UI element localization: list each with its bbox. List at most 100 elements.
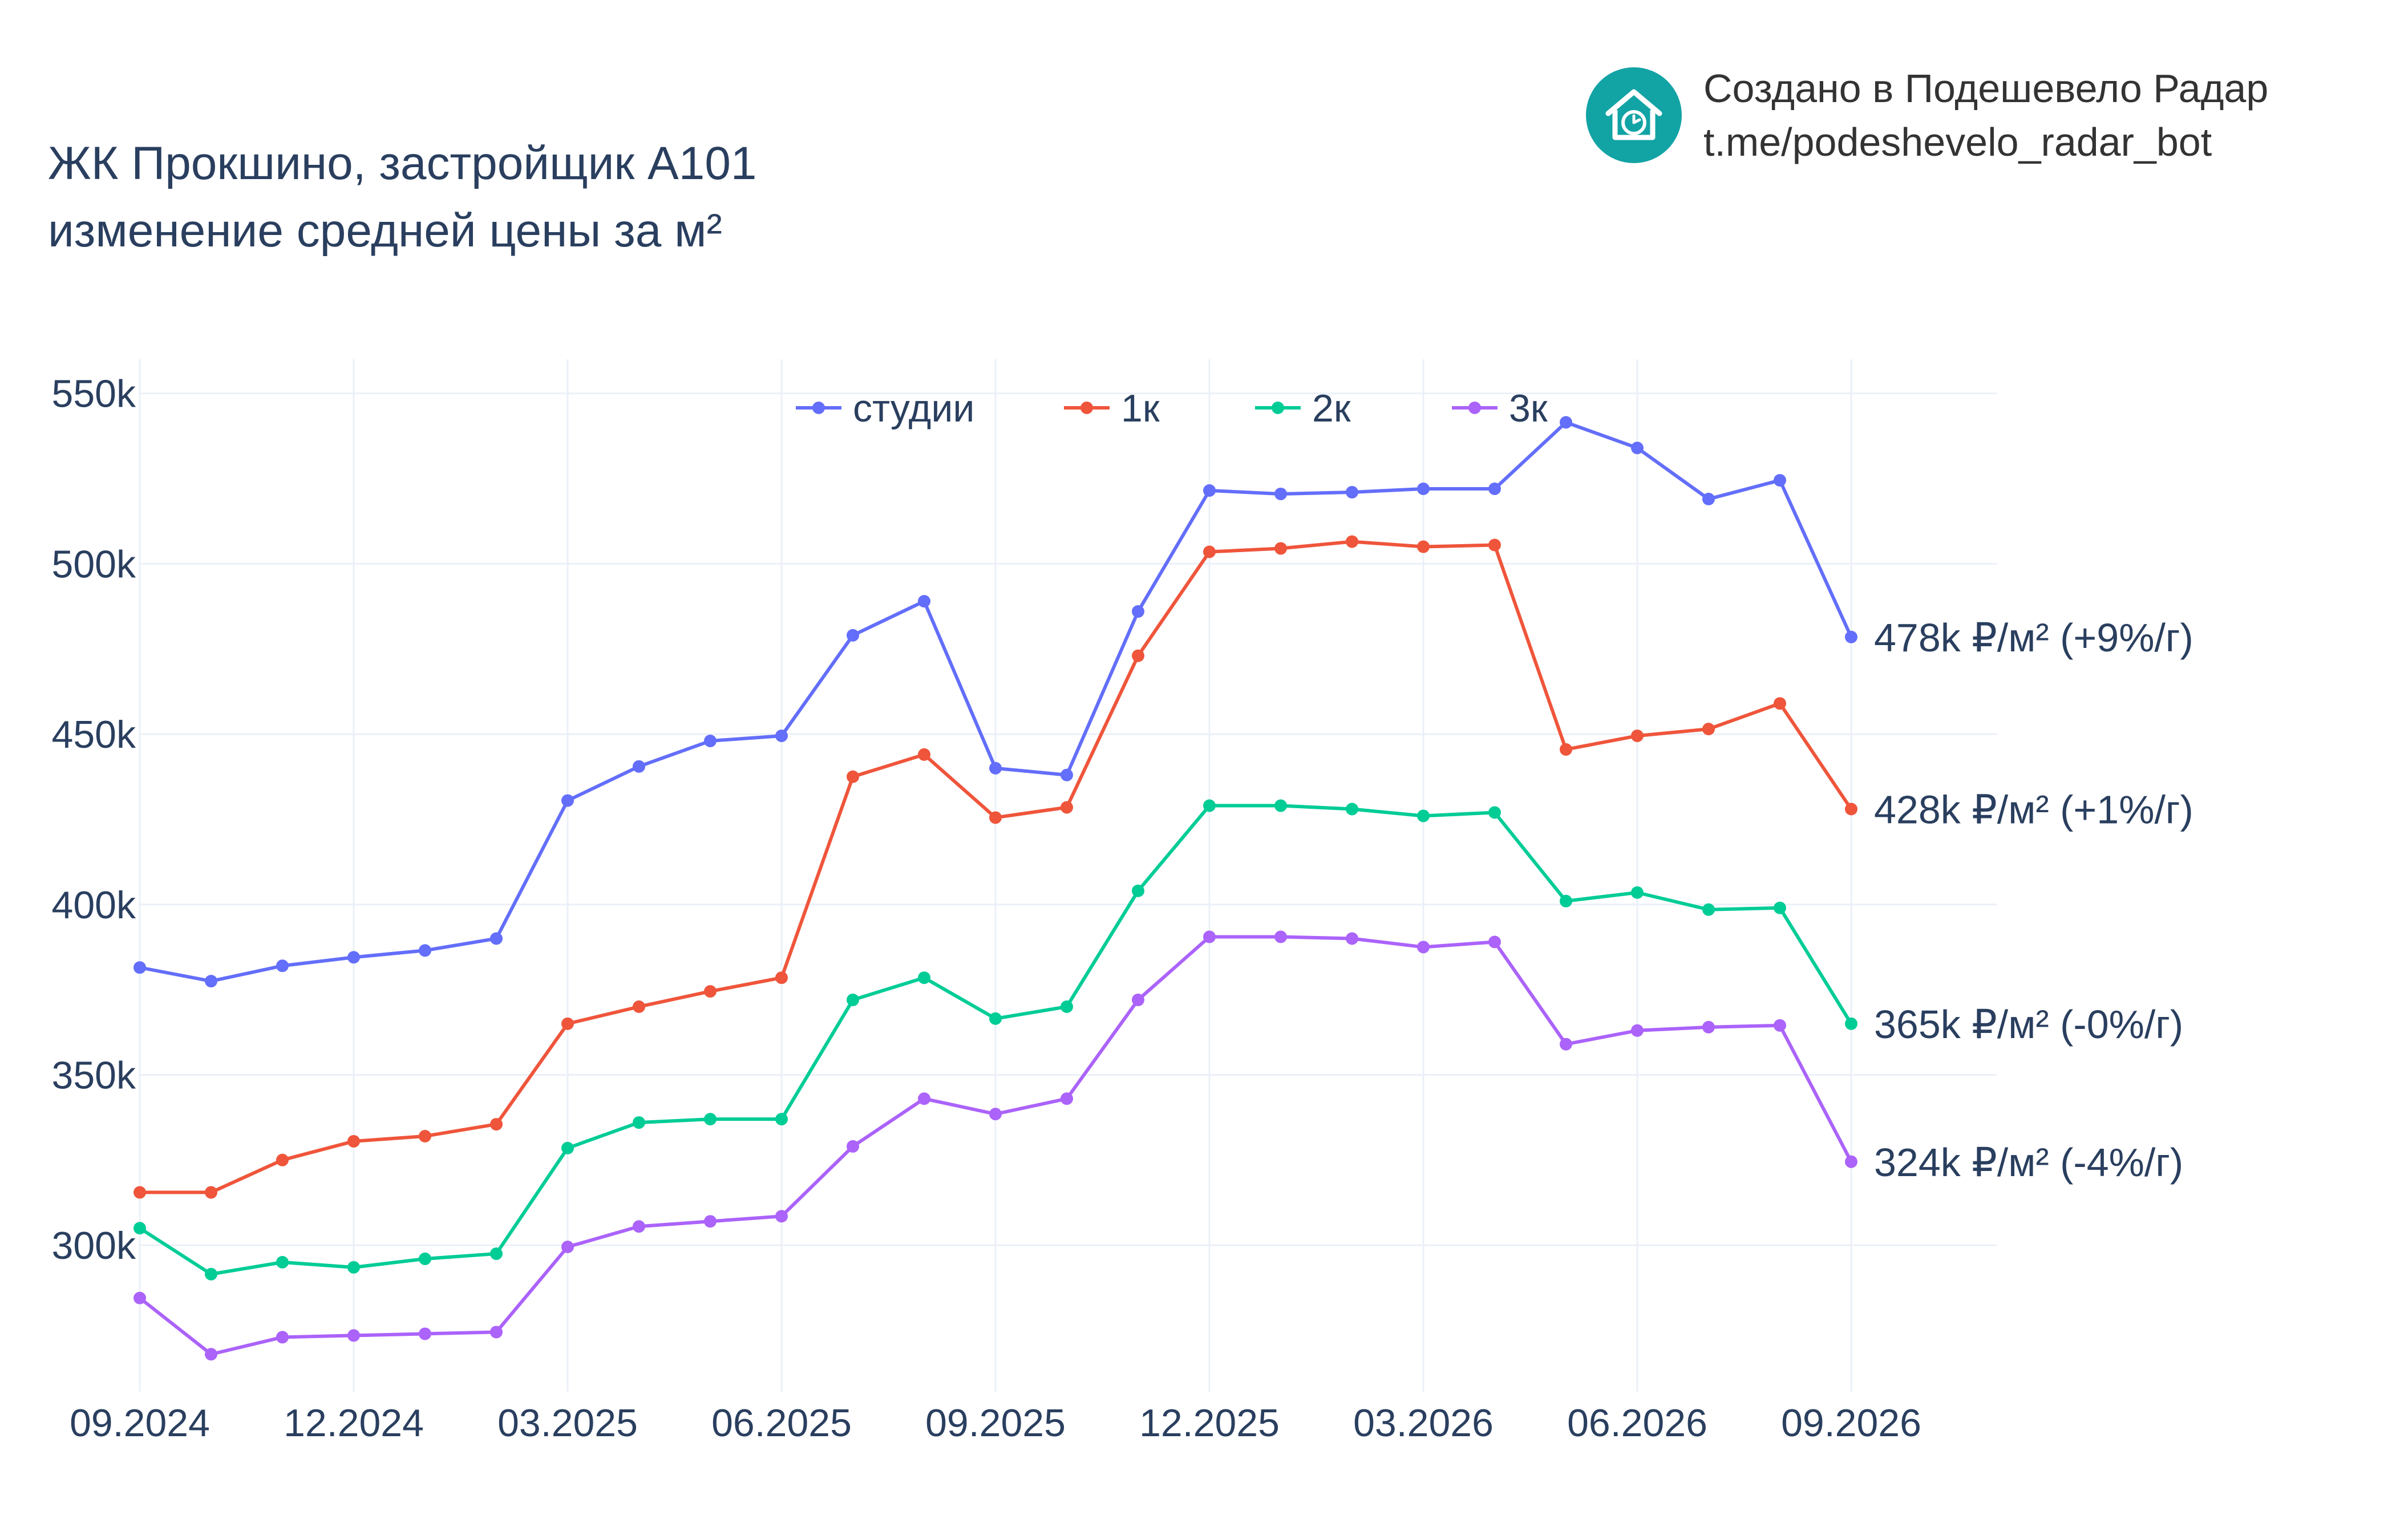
- data-point[interactable]: [918, 1092, 930, 1105]
- legend-item-label[interactable]: студии: [853, 387, 974, 430]
- data-point[interactable]: [1631, 1024, 1644, 1037]
- legend-item-label[interactable]: 1к: [1121, 387, 1160, 430]
- data-point[interactable]: [1702, 1020, 1715, 1034]
- data-point[interactable]: [419, 1129, 431, 1142]
- data-point[interactable]: [1774, 901, 1786, 914]
- data-point[interactable]: [1702, 492, 1715, 505]
- data-point[interactable]: [918, 971, 930, 984]
- data-point[interactable]: [1417, 809, 1430, 822]
- data-point[interactable]: [989, 811, 1002, 824]
- data-point[interactable]: [1560, 894, 1572, 907]
- data-point[interactable]: [1774, 1019, 1786, 1032]
- data-point[interactable]: [347, 951, 360, 964]
- data-point[interactable]: [1346, 932, 1358, 945]
- data-point[interactable]: [1132, 605, 1144, 618]
- data-point[interactable]: [205, 975, 217, 988]
- data-point[interactable]: [1132, 884, 1144, 897]
- data-point[interactable]: [561, 1141, 574, 1154]
- data-point[interactable]: [1203, 484, 1216, 497]
- data-point[interactable]: [989, 1012, 1002, 1025]
- data-point[interactable]: [1203, 545, 1216, 558]
- data-point[interactable]: [1417, 482, 1430, 495]
- branding-link[interactable]: t.me/podeshevelo_radar_bot: [1703, 120, 2212, 164]
- data-point[interactable]: [1417, 941, 1430, 954]
- data-point[interactable]: [490, 932, 503, 945]
- data-point[interactable]: [1274, 487, 1287, 500]
- data-point[interactable]: [1845, 1017, 1857, 1030]
- data-point[interactable]: [1845, 630, 1857, 643]
- data-point[interactable]: [704, 735, 717, 748]
- data-point[interactable]: [347, 1329, 360, 1342]
- data-point[interactable]: [1560, 743, 1572, 756]
- data-point[interactable]: [1274, 930, 1287, 943]
- data-point[interactable]: [633, 1000, 645, 1013]
- data-point[interactable]: [1560, 1038, 1572, 1051]
- data-point[interactable]: [1488, 935, 1501, 949]
- data-point[interactable]: [1061, 1000, 1073, 1013]
- data-point[interactable]: [1631, 730, 1644, 743]
- data-point[interactable]: [918, 595, 930, 608]
- data-point[interactable]: [1702, 903, 1715, 916]
- data-point[interactable]: [561, 1241, 574, 1254]
- data-point[interactable]: [633, 1116, 645, 1129]
- data-point[interactable]: [1203, 930, 1216, 943]
- data-point[interactable]: [1061, 1092, 1073, 1105]
- data-point[interactable]: [205, 1348, 217, 1361]
- data-point[interactable]: [633, 760, 645, 773]
- data-point[interactable]: [1702, 723, 1715, 736]
- data-point[interactable]: [1346, 535, 1358, 548]
- data-point[interactable]: [276, 1331, 289, 1344]
- data-point[interactable]: [1631, 441, 1644, 455]
- data-point[interactable]: [276, 1153, 289, 1166]
- data-point[interactable]: [1346, 803, 1358, 816]
- data-point[interactable]: [419, 944, 431, 957]
- data-point[interactable]: [775, 730, 788, 743]
- data-point[interactable]: [1774, 697, 1786, 710]
- data-point[interactable]: [133, 1222, 146, 1235]
- data-point[interactable]: [847, 994, 859, 1007]
- data-point[interactable]: [561, 1017, 574, 1030]
- data-point[interactable]: [1132, 994, 1144, 1007]
- data-point[interactable]: [133, 1186, 146, 1199]
- data-point[interactable]: [989, 761, 1002, 775]
- data-point[interactable]: [1631, 886, 1644, 899]
- data-point[interactable]: [276, 1256, 289, 1269]
- data-point[interactable]: [419, 1253, 431, 1266]
- data-point[interactable]: [704, 1215, 717, 1228]
- data-point[interactable]: [1417, 540, 1430, 553]
- data-point[interactable]: [847, 770, 859, 783]
- data-point[interactable]: [1346, 485, 1358, 499]
- data-point[interactable]: [775, 971, 788, 984]
- data-point[interactable]: [1274, 799, 1287, 812]
- data-point[interactable]: [419, 1327, 431, 1340]
- data-point[interactable]: [1061, 801, 1073, 814]
- data-point[interactable]: [847, 629, 859, 642]
- data-point[interactable]: [1488, 806, 1501, 819]
- data-point[interactable]: [561, 794, 574, 807]
- data-point[interactable]: [1560, 416, 1572, 429]
- data-point[interactable]: [1132, 649, 1144, 662]
- data-point[interactable]: [490, 1118, 503, 1131]
- data-point[interactable]: [704, 1113, 717, 1126]
- legend-item-label[interactable]: 3к: [1509, 387, 1548, 430]
- data-point[interactable]: [1061, 768, 1073, 781]
- data-point[interactable]: [205, 1267, 217, 1280]
- legend-item-label[interactable]: 2к: [1312, 387, 1351, 430]
- data-point[interactable]: [633, 1220, 645, 1233]
- data-point[interactable]: [1774, 474, 1786, 487]
- data-point[interactable]: [1488, 538, 1501, 552]
- data-point[interactable]: [1274, 542, 1287, 555]
- data-point[interactable]: [775, 1210, 788, 1223]
- data-point[interactable]: [1845, 1155, 1857, 1168]
- data-point[interactable]: [1845, 803, 1857, 816]
- data-point[interactable]: [847, 1140, 859, 1153]
- data-point[interactable]: [490, 1247, 503, 1261]
- data-point[interactable]: [918, 748, 930, 761]
- data-point[interactable]: [1488, 482, 1501, 495]
- data-point[interactable]: [347, 1261, 360, 1274]
- data-point[interactable]: [133, 961, 146, 974]
- data-point[interactable]: [775, 1113, 788, 1126]
- data-point[interactable]: [989, 1108, 1002, 1121]
- data-point[interactable]: [133, 1291, 146, 1304]
- data-point[interactable]: [490, 1326, 503, 1339]
